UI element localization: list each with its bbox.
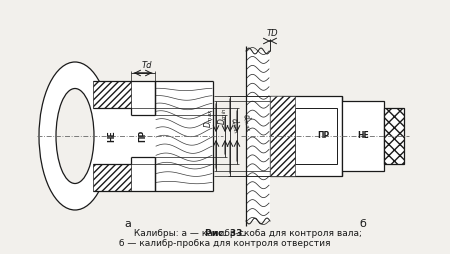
Text: TD: TD: [266, 29, 278, 38]
Text: а: а: [125, 219, 131, 229]
Bar: [246, 51, 270, 221]
Text: б: б: [360, 219, 366, 229]
Text: $D_{min}$: $D_{min}$: [216, 107, 229, 125]
Text: Калибры: а — калибр-скоба для контроля вала;: Калибры: а — калибр-скоба для контроля в…: [130, 230, 361, 239]
Text: Рис. 33.: Рис. 33.: [205, 230, 245, 239]
Text: НЕ: НЕ: [357, 132, 369, 140]
Ellipse shape: [39, 62, 111, 210]
Text: Td: Td: [142, 61, 152, 70]
Text: $d_{max}$: $d_{max}$: [239, 112, 256, 133]
Bar: [270, 96, 295, 176]
Bar: [155, 81, 213, 191]
Bar: [342, 101, 384, 171]
Text: $d_{min}$: $d_{min}$: [227, 116, 243, 135]
Bar: [270, 96, 282, 176]
Bar: [295, 108, 337, 164]
Bar: [93, 81, 213, 191]
Bar: [93, 81, 131, 108]
Text: ПР: ПР: [317, 132, 329, 140]
Bar: [270, 96, 342, 176]
Text: $D_{max}$: $D_{max}$: [202, 109, 215, 128]
Ellipse shape: [56, 88, 94, 183]
Text: НЕ: НЕ: [108, 130, 117, 142]
Bar: [93, 164, 131, 191]
Text: ПР: ПР: [139, 130, 148, 142]
Bar: [384, 108, 404, 164]
Text: б — калибр-пробка для контроля отверстия: б — калибр-пробка для контроля отверстия: [119, 239, 331, 247]
